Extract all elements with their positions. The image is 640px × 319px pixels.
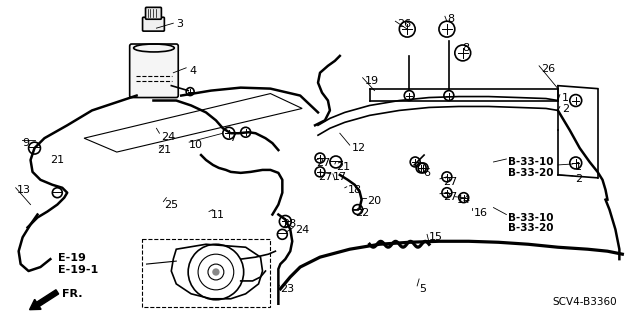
Text: 1: 1 [575, 162, 582, 172]
Text: 21: 21 [157, 145, 172, 155]
Text: 11: 11 [211, 210, 225, 219]
Text: SCV4-B3360: SCV4-B3360 [553, 297, 618, 307]
FancyArrow shape [29, 290, 59, 310]
Text: 20: 20 [367, 196, 381, 206]
FancyBboxPatch shape [141, 239, 271, 307]
Text: 22: 22 [355, 208, 369, 218]
Text: B-33-20: B-33-20 [508, 168, 554, 178]
Text: 27: 27 [316, 158, 330, 168]
Text: 27: 27 [318, 172, 332, 182]
Text: 21: 21 [336, 162, 350, 172]
Text: 26: 26 [541, 64, 555, 74]
Text: B-33-20: B-33-20 [508, 223, 554, 234]
Text: 28: 28 [282, 219, 296, 229]
Text: 5: 5 [419, 284, 426, 294]
Text: E-19-1: E-19-1 [58, 265, 99, 275]
Text: 27: 27 [443, 192, 457, 202]
Text: 8: 8 [461, 43, 469, 53]
Text: 6: 6 [423, 168, 430, 178]
Text: 2: 2 [575, 174, 582, 184]
Circle shape [213, 269, 219, 275]
Text: 9: 9 [22, 138, 29, 148]
Text: 18: 18 [348, 185, 362, 195]
Text: E-19: E-19 [58, 253, 86, 263]
Text: B-33-10: B-33-10 [508, 212, 554, 223]
Text: 4: 4 [189, 66, 196, 76]
FancyBboxPatch shape [145, 7, 161, 19]
Text: 7: 7 [229, 133, 236, 143]
Text: 13: 13 [17, 185, 31, 195]
Text: 8: 8 [447, 14, 454, 24]
Text: 19: 19 [365, 76, 379, 86]
Text: 12: 12 [352, 143, 366, 153]
Text: 21: 21 [51, 155, 65, 165]
Text: 17: 17 [333, 172, 347, 182]
Text: 25: 25 [164, 200, 179, 210]
Text: 1: 1 [562, 93, 569, 103]
Text: 15: 15 [429, 232, 443, 242]
FancyBboxPatch shape [143, 17, 164, 31]
Text: 24: 24 [295, 226, 310, 235]
Text: B-33-10: B-33-10 [508, 157, 554, 167]
Text: 16: 16 [474, 208, 488, 218]
Text: 2: 2 [562, 105, 569, 115]
Text: 10: 10 [189, 140, 203, 150]
FancyBboxPatch shape [130, 44, 179, 98]
Text: 27: 27 [443, 177, 457, 187]
Text: 24: 24 [161, 132, 175, 142]
Text: 14: 14 [457, 195, 471, 205]
Text: 23: 23 [280, 284, 294, 294]
Text: 26: 26 [397, 19, 412, 29]
Text: FR.: FR. [62, 289, 83, 299]
Text: 3: 3 [176, 19, 183, 29]
